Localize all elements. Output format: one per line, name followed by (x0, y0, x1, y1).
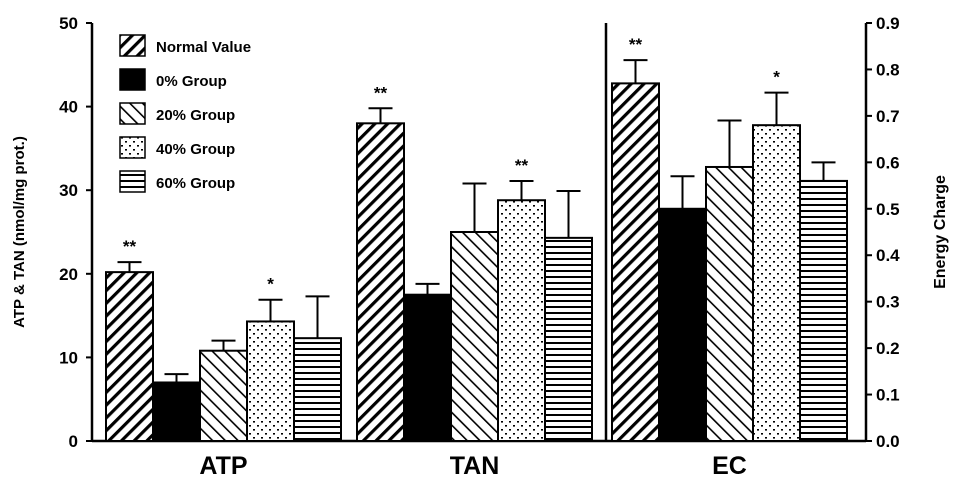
bar-diag-fwd (450, 231, 499, 442)
legend-label: 20% Group (156, 107, 235, 124)
legend-label: Normal Value (156, 39, 251, 56)
right-axis-label: Energy Charge (932, 175, 949, 289)
legend-label: 60% Group (156, 175, 235, 192)
right-tick-label: 0.7 (876, 107, 900, 126)
bar-horiz (799, 179, 848, 443)
bar-diag-fwd (199, 349, 248, 443)
bar-solid (658, 207, 707, 442)
category-label: EC (712, 452, 747, 480)
bars: ********** (105, 35, 848, 443)
right-tick-label: 0.2 (876, 339, 900, 358)
bar-dots (752, 124, 801, 443)
significance-marker: ** (374, 83, 388, 102)
right-tick-label: 0.5 (876, 200, 900, 219)
category-labels: ATP TAN EC (199, 452, 746, 480)
significance-marker: * (773, 68, 780, 87)
legend-label: 0% Group (156, 73, 227, 90)
right-axis-ticks: 0.0 0.1 0.2 0.3 0.4 0.5 0.6 0.7 0.8 0.9 (866, 14, 900, 451)
left-tick-label: 40 (59, 98, 78, 117)
left-tick-label: 30 (59, 181, 78, 200)
left-tick-label: 50 (59, 14, 78, 33)
legend-swatch (119, 102, 146, 125)
left-axis-label: ATP & TAN (nmol/mg prot.) (11, 136, 28, 328)
bar-solid (403, 293, 452, 443)
right-tick-label: 0.9 (876, 14, 900, 33)
left-axis-ticks: 0 10 20 30 40 50 (59, 14, 92, 451)
right-tick-label: 0.0 (876, 432, 900, 451)
significance-marker: * (267, 275, 274, 294)
legend-swatch (119, 136, 146, 159)
category-label: TAN (450, 452, 500, 480)
right-tick-label: 0.3 (876, 293, 900, 312)
bar-diag-back (105, 271, 154, 442)
bar-diag-back (356, 122, 405, 442)
legend: Normal Value 0% Group 20% Group 40% Group 60… (119, 34, 251, 193)
left-tick-label: 0 (69, 432, 78, 451)
significance-marker: ** (629, 35, 643, 54)
legend-swatch (119, 68, 146, 91)
right-tick-label: 0.8 (876, 60, 900, 79)
legend-swatch (119, 170, 146, 193)
legend-swatch (119, 34, 146, 57)
right-tick-label: 0.4 (876, 246, 900, 265)
bar-horiz (544, 236, 593, 442)
bar-diag-back (611, 82, 660, 442)
bar-horiz (293, 337, 342, 442)
bar-solid (152, 381, 201, 443)
left-tick-label: 10 (59, 348, 78, 367)
left-tick-label: 20 (59, 265, 78, 284)
significance-marker: ** (123, 237, 137, 256)
bar-dots (497, 199, 546, 442)
right-tick-label: 0.6 (876, 153, 900, 172)
category-label: ATP (199, 452, 247, 480)
bar-diag-fwd (705, 165, 754, 442)
significance-marker: ** (515, 156, 529, 175)
legend-label: 40% Group (156, 141, 235, 158)
right-tick-label: 0.1 (876, 386, 900, 405)
bar-dots (246, 320, 295, 442)
